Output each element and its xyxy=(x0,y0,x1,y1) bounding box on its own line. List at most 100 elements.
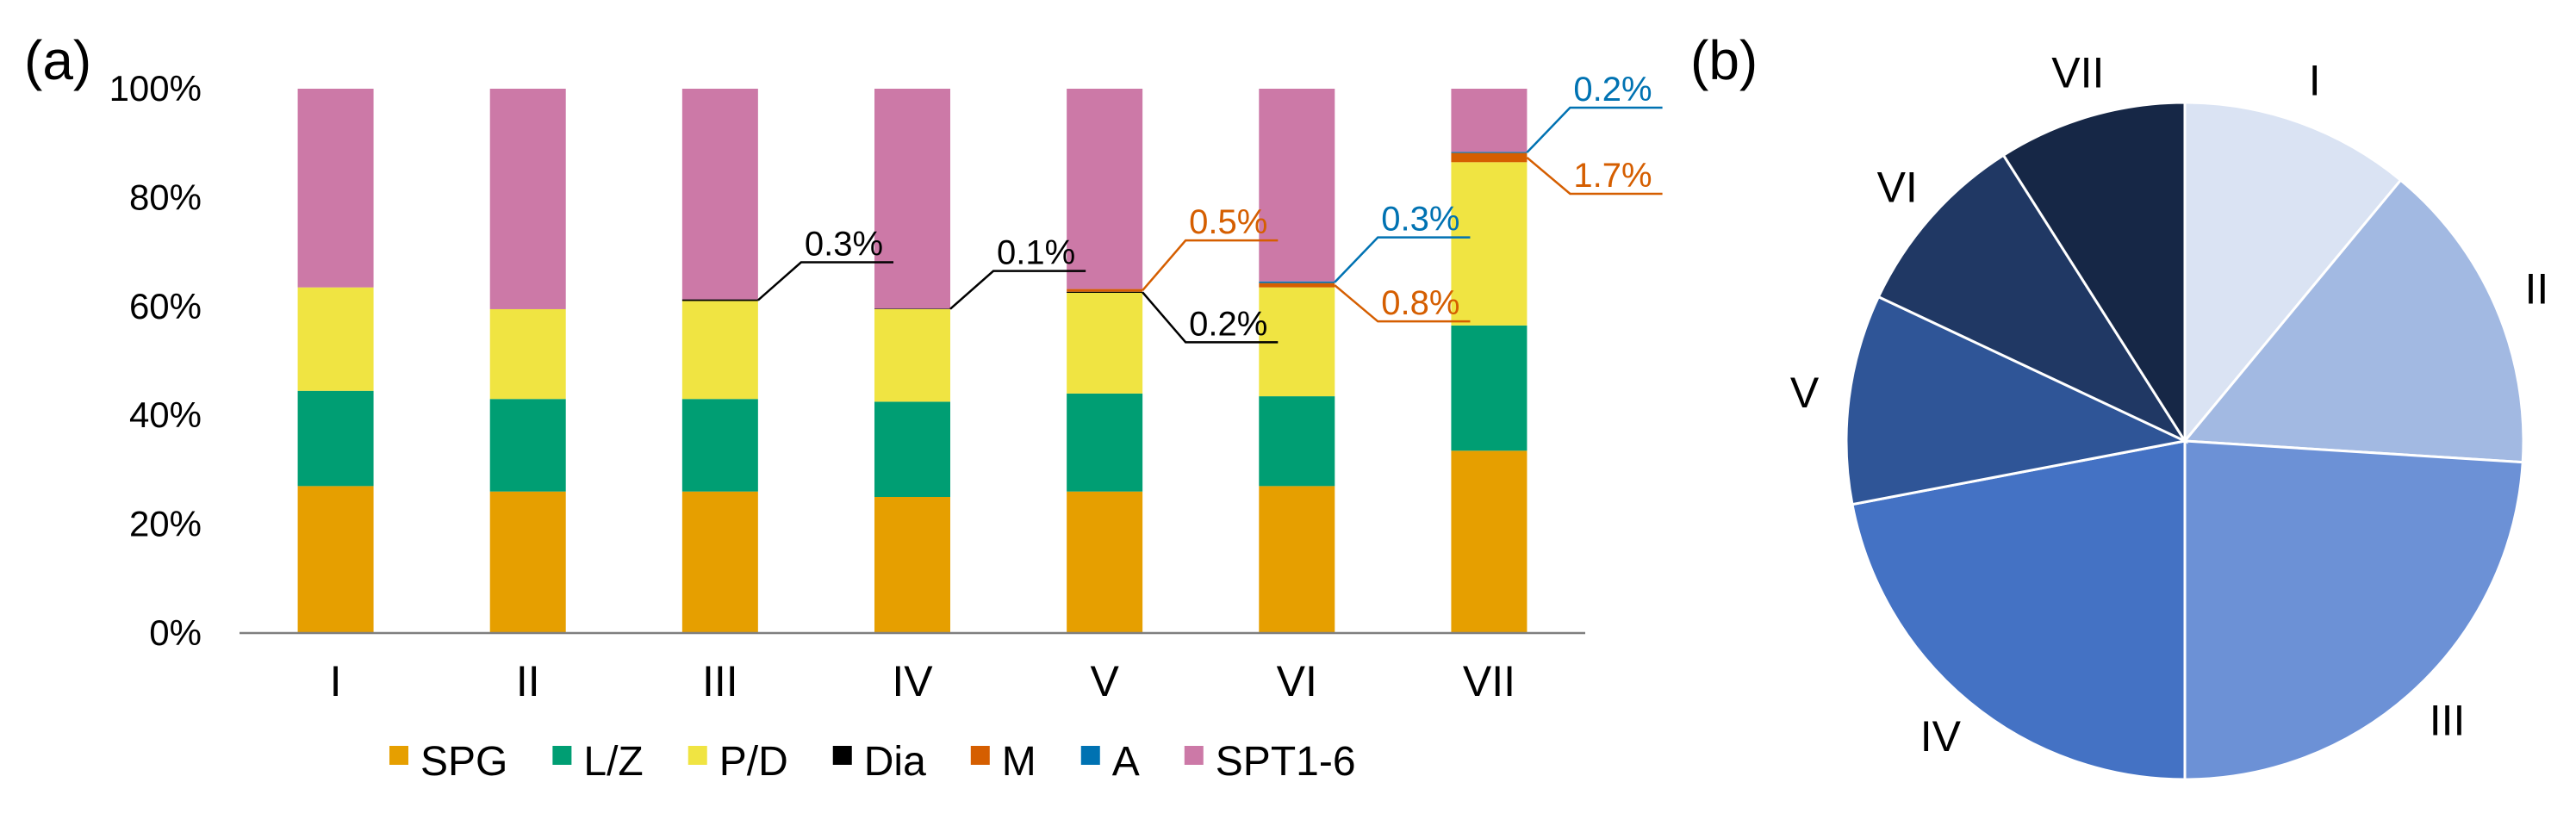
pie-slice-ii xyxy=(2181,178,2525,464)
annotation-label: 0.8% xyxy=(1381,284,1459,322)
bar-segment-spg-ii xyxy=(489,491,566,633)
annotation-label: 0.1% xyxy=(997,234,1075,272)
legend-swatch xyxy=(389,746,408,765)
x-category-label: II xyxy=(516,657,540,705)
bar-segment-spt1-6-v xyxy=(1067,89,1143,289)
bar-segment-l-z-iv xyxy=(874,401,950,497)
bar-segment-spt1-6-iii xyxy=(681,89,758,300)
bar-segment-m-vii xyxy=(1451,152,1528,163)
bar-segment-spg-i xyxy=(297,486,374,633)
legend-swatch xyxy=(1080,746,1100,765)
bar-segment-l-z-ii xyxy=(489,399,566,492)
bar-segment-l-z-iii xyxy=(681,399,758,492)
pie-slice-v xyxy=(1845,295,2189,506)
legend-label: Dia xyxy=(864,739,926,785)
annotation-label: 0.3% xyxy=(1381,201,1459,239)
bar-segment-spt1-6-ii xyxy=(489,89,566,309)
annotation-label: 0.2% xyxy=(1189,305,1267,343)
pie-slice-label: IV xyxy=(1920,712,1962,761)
panel-label-b: (b) xyxy=(1690,29,1758,91)
legend-item-dia: Dia xyxy=(832,739,926,785)
bar-segment-spg-iv xyxy=(874,497,950,633)
annotation-label: 0.3% xyxy=(805,226,883,264)
legend-label: SPT1-6 xyxy=(1216,739,1356,785)
legend-swatch xyxy=(552,746,572,765)
x-category-label: VI xyxy=(1277,657,1317,705)
panel-label-a: (a) xyxy=(24,29,91,91)
annotation-label: 1.7% xyxy=(1573,157,1652,195)
legend-label: L/Z xyxy=(583,739,643,785)
legend-item-m: M xyxy=(970,739,1036,785)
bar-stack-vi xyxy=(1259,89,1335,633)
bar-segment-l-z-v xyxy=(1067,393,1143,492)
legend: SPG L/Z P/D Dia M A SPT1-6 xyxy=(389,739,1356,785)
legend-label: P/D xyxy=(719,739,788,785)
y-tick-label: 80% xyxy=(129,177,202,217)
bar-stack-vii xyxy=(1451,89,1528,633)
legend-swatch xyxy=(832,746,852,765)
x-axis-categories: I II III IV V VI VII xyxy=(330,657,1515,705)
bar-stack-v xyxy=(1067,89,1143,633)
legend-item-a: A xyxy=(1080,739,1140,785)
pie-slice-vi xyxy=(1876,153,2189,444)
x-category-label: VII xyxy=(1463,657,1515,705)
bar-segment-dia-v xyxy=(1067,291,1143,293)
y-tick-label: 40% xyxy=(129,394,202,435)
y-axis-ticks: 0% 20% 40% 60% 80% 100% xyxy=(109,68,202,653)
legend-item-l-z: L/Z xyxy=(552,739,644,785)
bar-segment-p-d-i xyxy=(297,287,374,391)
y-tick-label: 20% xyxy=(129,504,202,544)
annotation-leader-line xyxy=(949,270,1086,310)
legend-item-spg: SPG xyxy=(389,739,507,785)
legend-label: M xyxy=(1002,739,1036,785)
bar-segment-spg-vii xyxy=(1451,450,1528,633)
bar-segment-spt1-6-vii xyxy=(1451,89,1528,152)
bar-segment-spt1-6-i xyxy=(297,89,374,288)
annotation-leader-line xyxy=(757,261,894,301)
annotation-leader-line xyxy=(1142,239,1279,291)
legend-item-spt1-6: SPT1-6 xyxy=(1184,739,1356,785)
stacked-bar-chart-panel: (a) 0%20%40%60%80%100% I II III IV V VI VII 0.… xyxy=(24,29,1663,785)
pie-slice-iii xyxy=(2183,439,2524,781)
bar-segment-spg-v xyxy=(1067,491,1143,633)
annotation-leader-line xyxy=(1334,284,1471,323)
x-category-label: IV xyxy=(892,657,933,705)
bar-segment-p-d-v xyxy=(1067,293,1143,394)
bar-segment-p-d-ii xyxy=(489,308,566,400)
pie-slice-label: II xyxy=(2525,264,2549,313)
annotation-leader-line xyxy=(1142,291,1279,344)
bar-segment-spg-iii xyxy=(681,491,758,633)
pie-slice-label: V xyxy=(1790,369,1820,417)
pie-slice-label: I xyxy=(2309,56,2321,104)
bar-segment-a-vi xyxy=(1259,281,1335,283)
pie-slice-label: VII xyxy=(2051,49,2104,97)
annotation-leader-line xyxy=(1526,156,1663,196)
pie-slice-i xyxy=(2183,101,2403,445)
callout-annotations: 0.3% 0.1% 0.5% 0.2% 0.3% 0.8% 0.2% 1.7% xyxy=(757,71,1663,344)
pie-slices xyxy=(1845,101,2525,781)
pie-slice-label: VI xyxy=(1877,164,1918,212)
bar-stack-iv xyxy=(874,89,950,633)
annotation-label: 0.2% xyxy=(1573,71,1652,109)
legend-item-p-d: P/D xyxy=(688,739,788,785)
bar-stack-i xyxy=(297,89,374,633)
pie-slice-iv xyxy=(1851,439,2187,781)
bar-segment-p-d-vii xyxy=(1451,162,1528,326)
bar-segment-p-d-iii xyxy=(681,301,758,400)
pie-slice-vii xyxy=(2001,101,2187,446)
bar-stack-ii xyxy=(489,89,566,633)
annotation-label: 0.5% xyxy=(1189,203,1267,241)
legend-swatch xyxy=(970,746,990,765)
bar-stack-iii xyxy=(681,89,758,633)
annotation-leader-line xyxy=(1334,236,1471,283)
bar-segment-dia-iv xyxy=(874,308,950,309)
pie-slice-label: III xyxy=(2430,696,2466,744)
bar-segment-spg-vi xyxy=(1259,486,1335,633)
bar-segment-p-d-iv xyxy=(874,308,950,402)
bar-segment-l-z-vi xyxy=(1259,396,1335,487)
bar-segment-l-z-vii xyxy=(1451,325,1528,451)
legend-label: SPG xyxy=(420,739,507,785)
x-category-label: I xyxy=(330,657,342,705)
